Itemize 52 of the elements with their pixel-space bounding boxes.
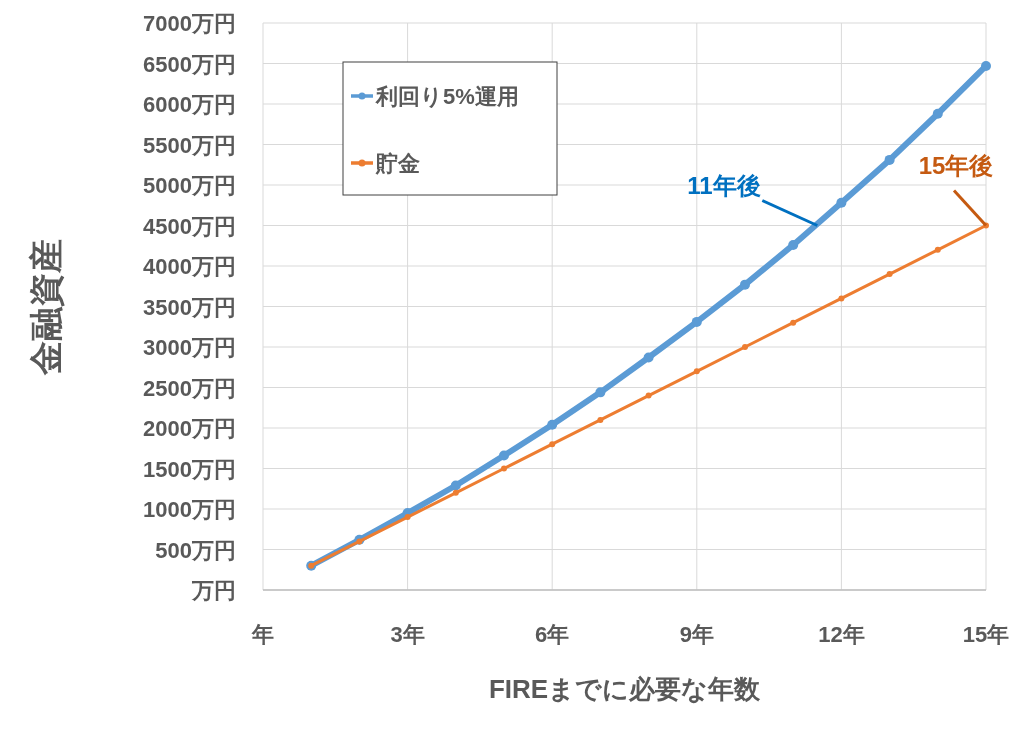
- x-tick-label: 3年: [390, 622, 425, 647]
- y-tick-label: 6000万円: [143, 92, 236, 117]
- point: [452, 489, 459, 496]
- point: [549, 441, 556, 448]
- y-tick-label: 7000万円: [143, 11, 236, 36]
- point: [836, 197, 847, 208]
- y-tick-label: 万円: [191, 578, 236, 603]
- point: [547, 419, 558, 430]
- x-tick-label: 9年: [679, 622, 714, 647]
- point: [499, 450, 509, 461]
- point: [790, 319, 797, 326]
- point: [693, 368, 700, 375]
- point: [450, 480, 461, 491]
- x-tick-label: 6年: [535, 622, 570, 647]
- y-tick-label: 3000万円: [143, 335, 236, 360]
- x-axis-title: FIREまでに必要な年数: [488, 674, 762, 704]
- point: [742, 344, 748, 350]
- y-tick-label: 1500万円: [143, 456, 236, 482]
- point: [595, 387, 606, 398]
- point: [501, 465, 507, 472]
- annotation: 15年後: [918, 151, 994, 179]
- y-tick-label: 2000万円: [143, 416, 236, 441]
- legend-label: 貯金: [375, 151, 420, 176]
- y-tick-label: 2500万円: [143, 375, 236, 401]
- x-tick-label: 12年: [818, 622, 865, 647]
- legend-label: 利回り5%運用: [375, 84, 519, 109]
- y-tick-label: 6500万円: [143, 51, 236, 77]
- y-axis-title: 金融資産: [27, 238, 65, 376]
- point: [404, 514, 411, 521]
- point: [886, 271, 893, 278]
- point: [691, 316, 702, 327]
- point: [838, 295, 845, 302]
- y-tick-label: 5000万円: [143, 173, 236, 198]
- annotation: 11年後: [687, 171, 761, 199]
- point: [788, 239, 799, 250]
- x-tick-label: 年: [251, 622, 274, 647]
- point: [981, 60, 991, 71]
- y-tick-label: 4500万円: [143, 213, 236, 239]
- y-tick-label: 4000万円: [143, 254, 236, 279]
- point: [740, 279, 750, 290]
- point: [884, 154, 895, 165]
- y-tick-label: 5500万円: [143, 132, 236, 158]
- point: [597, 416, 604, 423]
- point: [932, 108, 943, 119]
- y-tick-label: 1000万円: [143, 497, 236, 522]
- point: [645, 392, 652, 399]
- y-tick-label: 500万円: [155, 537, 236, 563]
- point: [356, 538, 363, 545]
- point: [934, 246, 941, 253]
- point: [643, 352, 654, 363]
- y-tick-label: 3500万円: [143, 294, 236, 320]
- x-tick-label: 15年: [962, 622, 1010, 647]
